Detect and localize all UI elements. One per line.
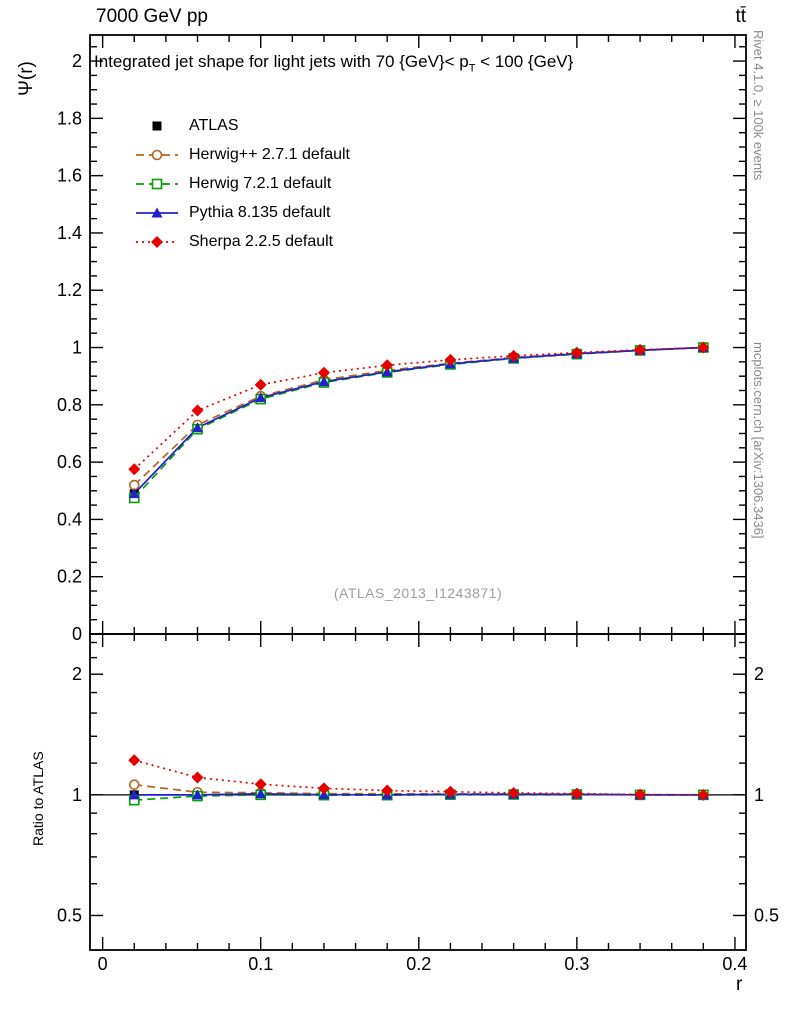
svg-text:1: 1 <box>72 785 82 805</box>
legend-item-herwig7: Herwig 7.2.1 default <box>134 169 350 198</box>
svg-text:2: 2 <box>72 664 82 684</box>
legend-item-atlas: ATLAS <box>134 111 350 140</box>
plot-title: Integrated jet shape for light jets with… <box>94 52 573 74</box>
svg-text:1.6: 1.6 <box>57 166 82 186</box>
herwigpp-marker-icon <box>136 149 178 160</box>
analysis-watermark: (ATLAS_2013_I1243871) <box>333 585 503 601</box>
y-axis-label: Ψ(r) <box>16 61 37 96</box>
svg-text:1: 1 <box>72 338 82 358</box>
svg-text:1.2: 1.2 <box>57 280 82 300</box>
svg-text:0.8: 0.8 <box>57 395 82 415</box>
plot-title-pre: Integrated jet shape for light jets with… <box>94 52 469 71</box>
mcplots-arxiv-note: mcplots.cern.ch [arXiv:1306.3436] <box>751 342 766 539</box>
svg-text:1.8: 1.8 <box>57 108 82 128</box>
legend-item-herwigpp: Herwig++ 2.7.1 default <box>134 140 350 169</box>
legend-label: ATLAS <box>189 116 239 134</box>
legend-item-sherpa: Sherpa 2.2.5 default <box>134 227 350 256</box>
rivet-version-note: Rivet 4.1.0, ≥ 100k events <box>751 30 766 181</box>
legend-label: Herwig 7.2.1 default <box>189 174 332 192</box>
svg-text:0.5: 0.5 <box>57 905 82 925</box>
svg-text:2: 2 <box>754 664 764 684</box>
plot-title-sub: T <box>468 62 476 75</box>
svg-text:0: 0 <box>98 954 108 974</box>
svg-text:0.5: 0.5 <box>754 905 779 925</box>
svg-text:0.2: 0.2 <box>57 567 82 587</box>
svg-text:0.2: 0.2 <box>406 954 431 974</box>
data-marker-icon <box>152 121 162 130</box>
legend-label: Herwig++ 2.7.1 default <box>189 145 350 163</box>
svg-text:0.3: 0.3 <box>564 954 589 974</box>
herwig7-marker-icon <box>136 178 178 189</box>
svg-text:1: 1 <box>754 785 764 805</box>
legend-label: Pythia 8.135 default <box>189 203 331 221</box>
svg-text:0.4: 0.4 <box>57 509 82 529</box>
svg-text:0.4: 0.4 <box>722 954 747 974</box>
svg-text:0.1: 0.1 <box>248 954 273 974</box>
svg-text:0.6: 0.6 <box>57 452 82 472</box>
plot-title-post: < 100 {GeV} <box>475 52 574 71</box>
sherpa-marker-icon <box>136 235 178 248</box>
svg-text:1.4: 1.4 <box>57 223 82 243</box>
ratio-y-axis-label: Ratio to ATLAS <box>30 751 46 846</box>
legend: ATLAS Herwig++ 2.7.1 default Herwig 7.2.… <box>134 111 350 256</box>
legend-item-pythia: Pythia 8.135 default <box>134 198 350 227</box>
svg-text:0: 0 <box>72 624 82 644</box>
beam-energy-label: 7000 GeV pp <box>96 6 208 27</box>
x-axis-label: r <box>736 974 743 995</box>
process-label: tt̄ <box>735 6 746 27</box>
legend-label: Sherpa 2.2.5 default <box>189 232 334 250</box>
pythia-marker-icon <box>136 207 178 217</box>
svg-text:2: 2 <box>72 51 82 71</box>
